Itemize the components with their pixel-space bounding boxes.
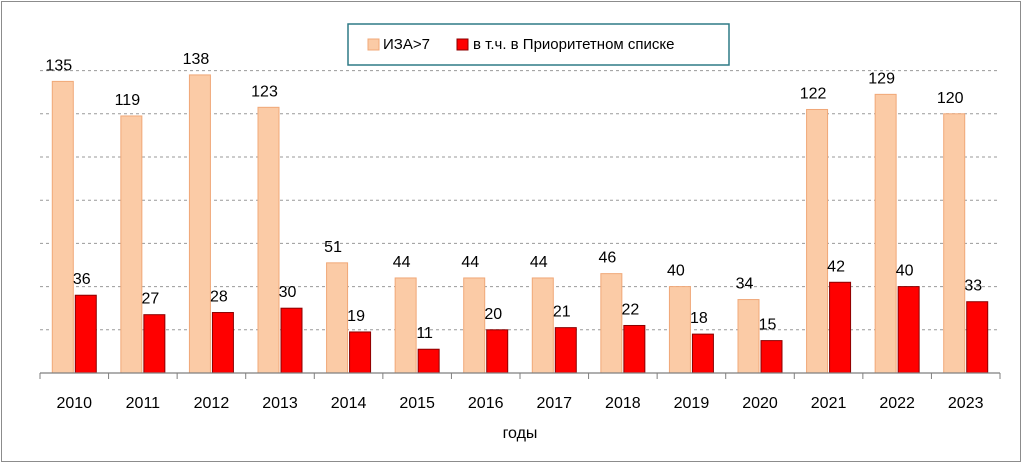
legend-box xyxy=(347,23,730,66)
data-label: 42 xyxy=(827,258,845,275)
bar-priority xyxy=(829,281,852,374)
bars xyxy=(51,74,989,374)
bar-priority xyxy=(623,324,646,374)
bar-iza xyxy=(257,106,280,374)
x-tick-label: 2011 xyxy=(126,395,161,412)
legend-swatch-priority xyxy=(456,38,469,51)
bar-iza xyxy=(806,108,829,374)
data-label: 36 xyxy=(73,271,91,288)
bar-priority xyxy=(143,314,166,374)
data-label: 46 xyxy=(598,250,616,267)
bar-priority xyxy=(417,348,440,374)
data-label: 34 xyxy=(736,276,754,293)
data-label: 21 xyxy=(553,304,571,321)
bar-priority xyxy=(554,327,577,374)
x-tick-label: 2023 xyxy=(948,395,984,412)
x-axis: 2010 2011 2012 2013 2014 2015 2016 2017 2018 2019… xyxy=(39,372,1001,412)
x-tick-label: 2018 xyxy=(605,395,641,412)
data-label: 28 xyxy=(210,289,228,306)
data-label: 11 xyxy=(416,325,433,342)
bar-priority xyxy=(691,333,714,374)
bar-iza xyxy=(737,299,760,374)
x-tick-label: 2021 xyxy=(811,395,847,412)
bar-priority xyxy=(486,329,509,374)
data-label: 20 xyxy=(484,306,502,323)
bar-iza xyxy=(120,115,143,374)
x-tick-label: 2017 xyxy=(536,395,572,412)
bar-priority xyxy=(349,331,372,374)
bar-iza xyxy=(943,113,966,374)
x-tick-label: 2015 xyxy=(399,395,435,412)
bar-priority xyxy=(760,340,783,374)
gridlines xyxy=(40,70,1000,331)
data-label: 51 xyxy=(324,239,342,256)
data-label: 44 xyxy=(461,254,479,271)
data-label: 138 xyxy=(183,51,210,68)
data-label: 22 xyxy=(621,301,639,318)
data-label: 122 xyxy=(800,85,827,102)
bar-priority xyxy=(897,286,920,374)
bar-iza xyxy=(394,277,417,374)
data-label: 123 xyxy=(251,83,278,100)
x-tick-label: 2016 xyxy=(468,395,504,412)
data-label: 40 xyxy=(667,263,685,280)
data-label: 30 xyxy=(279,284,297,301)
data-label: 40 xyxy=(896,263,914,280)
bar-iza xyxy=(531,277,554,374)
bar-iza xyxy=(188,74,211,374)
legend: ИЗА>7 в т.ч. в Приоритетном списке xyxy=(347,23,730,66)
legend-label-iza: ИЗА>7 xyxy=(383,36,430,53)
data-label: 135 xyxy=(45,57,72,74)
x-tick-label: 2012 xyxy=(194,395,230,412)
bar-priority xyxy=(966,301,989,374)
value-labels: 135 119 138 123 51 44 44 44 46 40 34 122 129 120 36 27 2… xyxy=(45,51,982,342)
x-tick-label: 2014 xyxy=(331,395,367,412)
data-label: 119 xyxy=(115,92,141,109)
bar-priority xyxy=(211,312,234,374)
x-tick-label: 2022 xyxy=(879,395,915,412)
data-label: 15 xyxy=(759,317,777,334)
x-tick-label: 2020 xyxy=(742,395,778,412)
x-tick-label: 2013 xyxy=(262,395,298,412)
bar-priority xyxy=(74,294,97,374)
x-tick-label: 2019 xyxy=(674,395,710,412)
bar-iza xyxy=(668,286,691,374)
data-label: 18 xyxy=(690,310,708,327)
bar-iza xyxy=(600,273,623,374)
data-label: 33 xyxy=(964,278,982,295)
data-label: 129 xyxy=(868,70,895,87)
data-label: 44 xyxy=(393,254,411,271)
data-label: 27 xyxy=(141,291,159,308)
data-label: 19 xyxy=(347,308,365,325)
bar-iza xyxy=(51,80,74,374)
data-label: 120 xyxy=(937,90,964,107)
bar-iza xyxy=(326,262,349,374)
bar-priority xyxy=(280,307,303,374)
bar-iza xyxy=(874,93,897,374)
x-tick-label: 2010 xyxy=(56,395,92,412)
bar-iza xyxy=(463,277,486,374)
x-axis-title: годы xyxy=(503,425,538,442)
legend-label-priority: в т.ч. в Приоритетном списке xyxy=(473,36,674,53)
data-label: 44 xyxy=(530,254,548,271)
legend-swatch-iza xyxy=(367,38,380,51)
